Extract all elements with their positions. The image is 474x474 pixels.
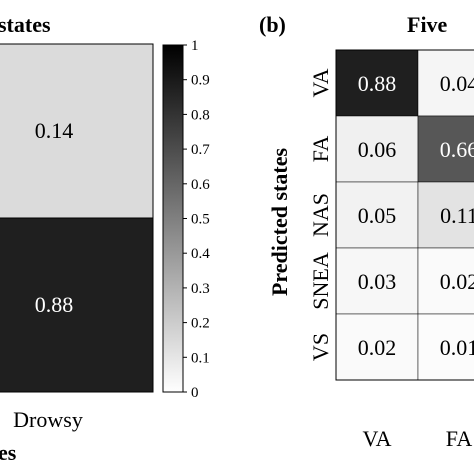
panel-b-cell-value-2-1: 0.11: [440, 203, 474, 228]
panel-b-cell-0-1: [417, 49, 474, 117]
panel-b-cell-2-0: [335, 181, 419, 249]
panel-b-col-label-1: FA: [446, 426, 473, 451]
panel-b-frame: [335, 49, 474, 381]
panel-b-cell-value-0-1: 0.04: [440, 71, 474, 96]
colorbar-tick-label-8: 0.2: [191, 316, 210, 332]
colorbar-tick-label-7: 0.3: [191, 281, 210, 297]
panel-b-title: Five: [407, 12, 448, 37]
panel-b-row-label-4: VS: [308, 333, 333, 361]
panel-b-cell-3-1: [417, 247, 474, 315]
panel-b-row-label-3: SNEA: [308, 252, 333, 310]
panel-b: (b) Five Predicted states VAFANASSNEAVS …: [259, 12, 474, 451]
panel-b-cell-value-2-0: 0.05: [358, 203, 397, 228]
panel-b-cell-value-4-0: 0.02: [358, 335, 397, 360]
panel-b-row-label-2: NAS: [308, 193, 333, 237]
colorbar-gradient: [162, 44, 184, 393]
panel-b-cell-4-0: [335, 313, 419, 381]
panel-b-cell-0-0: [335, 49, 419, 117]
panel-a-cells: 0.14 0.88: [0, 43, 154, 393]
panel-a-xtick-drowsy: Drowsy: [13, 407, 83, 432]
colorbar: 1 0.9 0.8 0.7 0.6 0.5 0.4 0.3 0.2 0.1 0: [162, 38, 210, 401]
colorbar-tick-label-5: 0.5: [191, 212, 210, 228]
panel-b-cells: 0.88 0.04 0.06 0.66 0.05 0.11 0.03 0.02 0.02 0.01: [335, 49, 474, 381]
panel-b-ylabel: Predicted states: [267, 148, 292, 296]
panel-b-cell-value-4-1: 0.01: [440, 335, 474, 360]
panel-b-row-label-0: VA: [308, 68, 333, 97]
panel-a-cell-0: [0, 43, 154, 219]
panel-a-title: states: [0, 12, 51, 37]
panel-a-cell-value-0: 0.14: [35, 118, 74, 143]
panel-b-cell-value-0-0: 0.88: [358, 71, 397, 96]
colorbar-ticks: 1 0.9 0.8 0.7 0.6 0.5 0.4 0.3 0.2 0.1 0: [183, 38, 210, 401]
panel-a-cell-1: [0, 217, 154, 393]
panel-b-cell-value-1-0: 0.06: [358, 137, 397, 162]
colorbar-tick-label-0: 1: [191, 38, 199, 54]
panel-b-column-labels: VA FA: [363, 426, 473, 451]
panel-b-cell-value-1-1: 0.66: [440, 137, 474, 162]
panel-a-xlabel: es: [0, 440, 17, 465]
colorbar-tick-label-9: 0.1: [191, 350, 210, 366]
panel-b-label: (b): [259, 12, 286, 37]
panel-b-row-label-1: FA: [308, 136, 333, 163]
colorbar-tick-label-2: 0.8: [191, 107, 210, 123]
panel-b-cell-1-1: [417, 115, 474, 183]
colorbar-tick-label-3: 0.7: [191, 142, 210, 158]
panel-b-col-label-0: VA: [363, 426, 392, 451]
panel-b-cell-value-3-0: 0.03: [358, 269, 397, 294]
panel-b-cell-4-1: [417, 313, 474, 381]
panel-a: states 0.14 0.88 Drowsy es: [0, 12, 154, 465]
colorbar-tick-label-10: 0: [191, 385, 199, 401]
panel-a-cell-value-1: 0.88: [35, 292, 74, 317]
colorbar-tick-label-4: 0.6: [191, 177, 210, 193]
colorbar-tick-label-6: 0.4: [191, 246, 210, 262]
colorbar-tick-label-1: 0.9: [191, 73, 210, 89]
panel-b-row-labels: VA FA NAS SNEA VS: [308, 68, 333, 361]
panel-b-cell-2-1: [417, 181, 474, 249]
panel-b-cell-3-0: [335, 247, 419, 315]
panel-b-cell-value-3-1: 0.02: [440, 269, 474, 294]
